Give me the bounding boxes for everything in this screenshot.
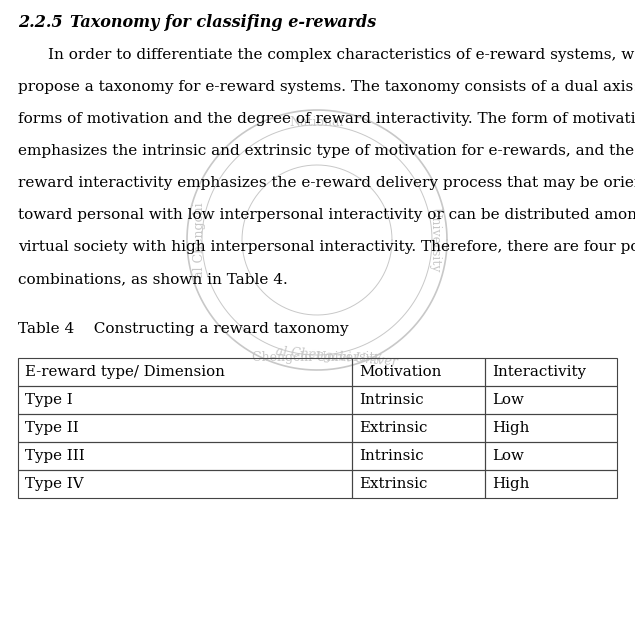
Text: toward personal with low interpersonal interactivity or can be distributed among: toward personal with low interpersonal i… — [18, 208, 635, 222]
Text: High: High — [492, 421, 530, 435]
Text: Interactivity: Interactivity — [492, 365, 586, 379]
Text: Low: Low — [492, 449, 524, 463]
Text: Type IV: Type IV — [25, 477, 84, 491]
Text: Low: Low — [492, 393, 524, 407]
Text: In order to differentiate the complex characteristics of e-reward systems, we: In order to differentiate the complex ch… — [48, 48, 635, 62]
Text: 2.2.5: 2.2.5 — [18, 14, 63, 31]
Text: Extrinsic: Extrinsic — [359, 421, 427, 435]
Text: forms of motivation and the degree of reward interactivity. The form of motivati: forms of motivation and the degree of re… — [18, 112, 635, 126]
Text: University: University — [429, 207, 441, 273]
Text: virtual society with high interpersonal interactivity. Therefore, there are four: virtual society with high interpersonal … — [18, 240, 635, 254]
Text: al Chengchi: al Chengchi — [192, 202, 206, 278]
Text: al Chengchi Univer: al Chengchi Univer — [276, 345, 399, 368]
Text: Chengchi University: Chengchi University — [252, 352, 382, 365]
Text: Type III: Type III — [25, 449, 84, 463]
Text: combinations, as shown in Table 4.: combinations, as shown in Table 4. — [18, 272, 288, 286]
Text: Type I: Type I — [25, 393, 73, 407]
Text: Type II: Type II — [25, 421, 79, 435]
Text: National: National — [290, 116, 344, 129]
Text: Extrinsic: Extrinsic — [359, 477, 427, 491]
Text: Taxonomy for classifing e-rewards: Taxonomy for classifing e-rewards — [70, 14, 377, 31]
Text: High: High — [492, 477, 530, 491]
Text: Motivation: Motivation — [359, 365, 441, 379]
Text: Intrinsic: Intrinsic — [359, 393, 424, 407]
Text: emphasizes the intrinsic and extrinsic type of motivation for e-rewards, and the: emphasizes the intrinsic and extrinsic t… — [18, 144, 634, 158]
Text: E-reward type/ Dimension: E-reward type/ Dimension — [25, 365, 225, 379]
Text: reward interactivity emphasizes the e-reward delivery process that may be orient: reward interactivity emphasizes the e-re… — [18, 176, 635, 190]
Text: propose a taxonomy for e-reward systems. The taxonomy consists of a dual axis:: propose a taxonomy for e-reward systems.… — [18, 80, 635, 94]
Text: Intrinsic: Intrinsic — [359, 449, 424, 463]
Text: Table 4    Constructing a reward taxonomy: Table 4 Constructing a reward taxonomy — [18, 322, 349, 336]
